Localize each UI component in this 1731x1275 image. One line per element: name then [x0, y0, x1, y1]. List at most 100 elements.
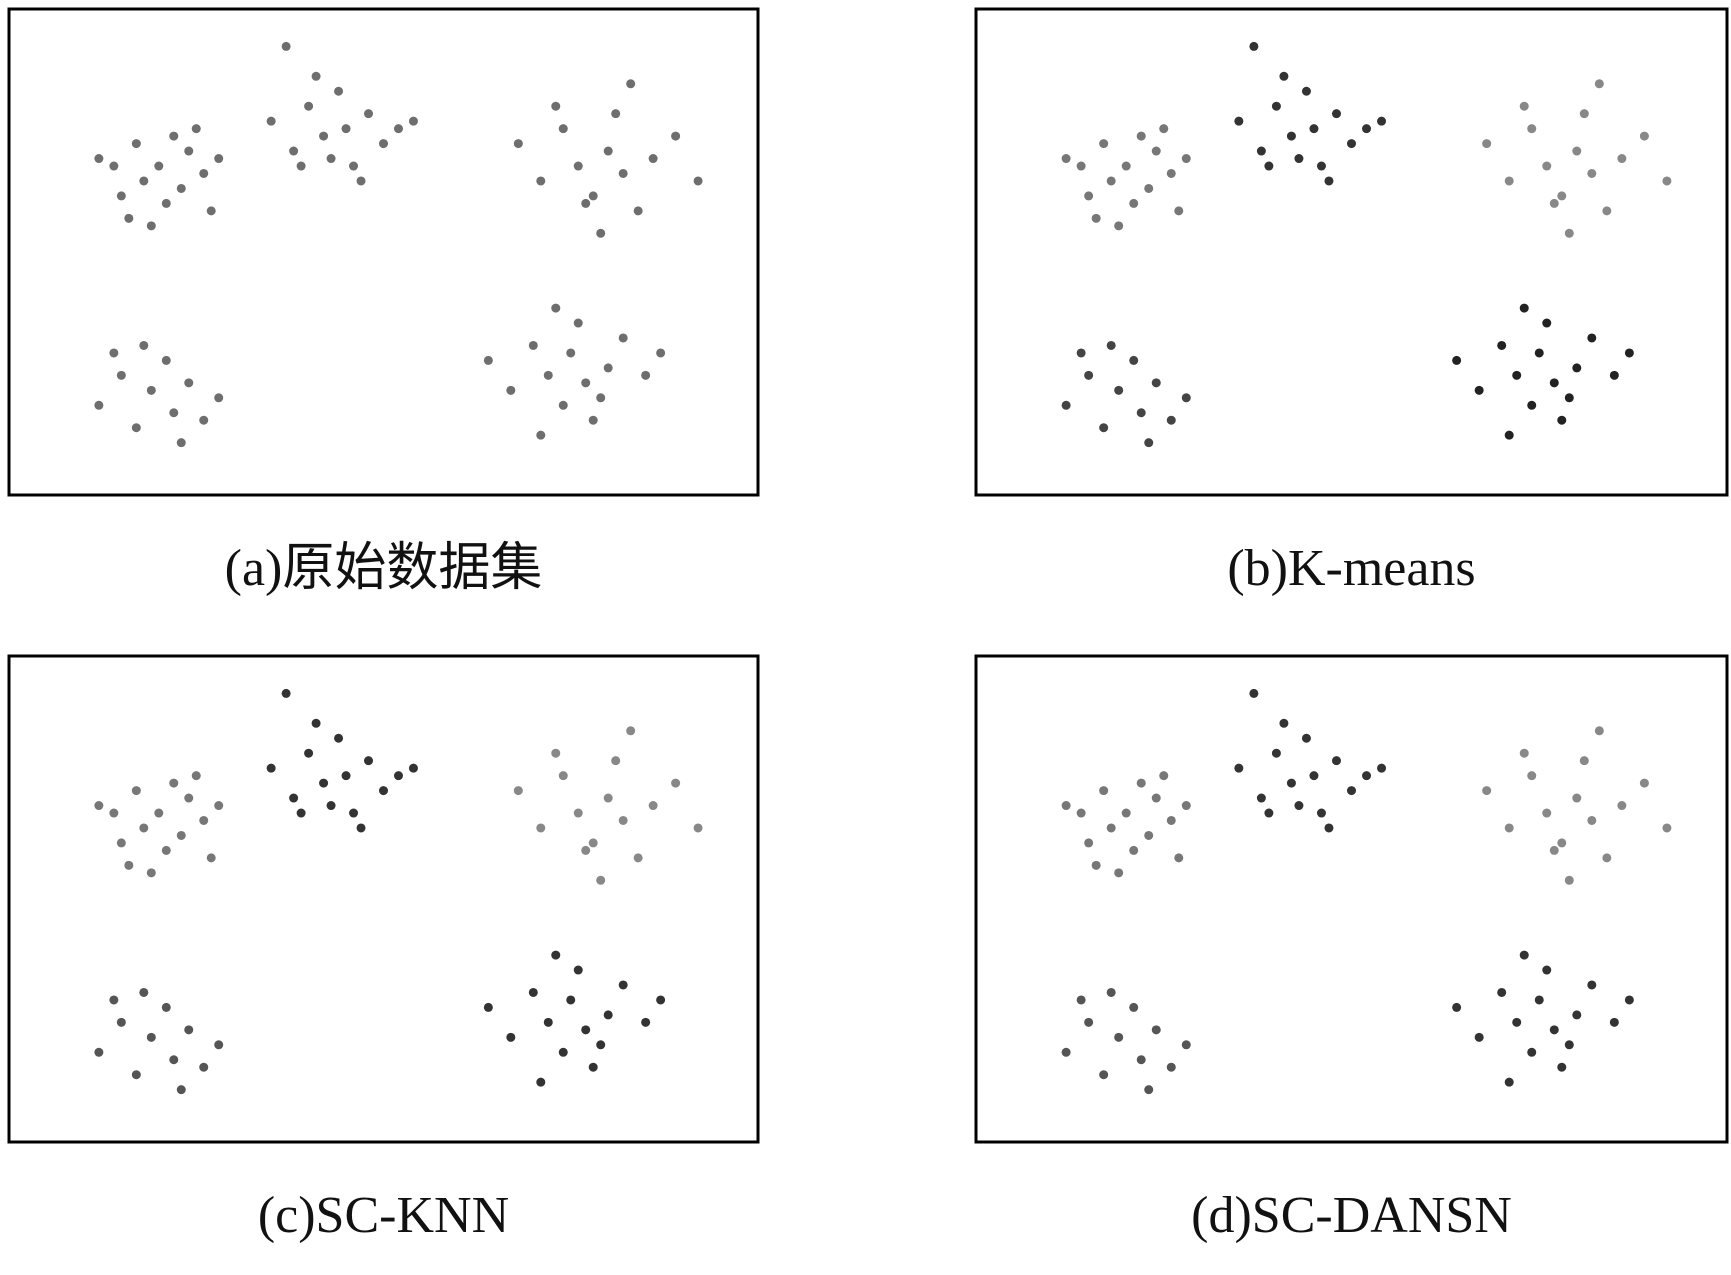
point: [1234, 763, 1244, 773]
point: [551, 950, 561, 960]
point: [1617, 154, 1627, 164]
point: [326, 154, 336, 164]
point: [1609, 1017, 1619, 1027]
point: [319, 131, 329, 141]
point: [1271, 748, 1281, 758]
point: [184, 146, 194, 156]
point: [1061, 801, 1071, 811]
point: [94, 801, 104, 811]
point: [1144, 1085, 1154, 1095]
point: [573, 318, 583, 328]
point: [536, 823, 546, 833]
point: [266, 116, 276, 126]
point: [1316, 808, 1326, 818]
point: [551, 303, 561, 313]
point: [1377, 763, 1387, 773]
point: [1557, 1062, 1567, 1072]
point: [1557, 415, 1567, 425]
point: [1076, 161, 1086, 171]
point: [116, 1017, 126, 1027]
point: [1084, 191, 1094, 201]
point: [1166, 815, 1176, 825]
point: [1549, 845, 1559, 855]
point: [408, 763, 418, 773]
point: [1587, 333, 1597, 343]
point: [176, 438, 186, 448]
point: [169, 408, 179, 418]
point: [1181, 154, 1191, 164]
point: [573, 808, 583, 818]
point: [109, 995, 119, 1005]
point: [1181, 1040, 1191, 1050]
point: [1602, 853, 1612, 863]
point: [618, 168, 628, 178]
caption: (a)原始数据集: [225, 540, 543, 597]
point: [1106, 987, 1116, 997]
point: [1519, 748, 1529, 758]
point: [214, 154, 224, 164]
point: [596, 393, 606, 403]
point: [1264, 808, 1274, 818]
point: [94, 154, 104, 164]
point: [131, 139, 141, 149]
point: [1061, 1047, 1071, 1057]
point: [1542, 161, 1552, 171]
point: [1294, 801, 1304, 811]
point: [1099, 1070, 1109, 1080]
point: [633, 853, 643, 863]
point: [199, 168, 209, 178]
point: [146, 1032, 156, 1042]
point: [311, 71, 321, 81]
point: [1099, 139, 1109, 149]
point: [176, 830, 186, 840]
point: [1279, 718, 1289, 728]
point: [1324, 176, 1334, 186]
point: [603, 363, 613, 373]
point: [169, 1055, 179, 1065]
point: [1497, 340, 1507, 350]
point: [581, 845, 591, 855]
point: [513, 786, 523, 796]
point: [1091, 860, 1101, 870]
point: [1301, 733, 1311, 743]
point: [1497, 987, 1507, 997]
point: [1136, 1055, 1146, 1065]
point: [1129, 355, 1139, 365]
point: [109, 808, 119, 818]
point: [566, 348, 576, 358]
point: [199, 815, 209, 825]
point: [633, 206, 643, 216]
point: [1136, 408, 1146, 418]
point: [109, 348, 119, 358]
point: [1519, 303, 1529, 313]
point: [588, 838, 598, 848]
point: [1549, 378, 1559, 388]
point: [603, 1010, 613, 1020]
point: [319, 778, 329, 788]
point: [641, 1017, 651, 1027]
point: [1099, 786, 1109, 796]
point: [506, 385, 516, 395]
point: [483, 355, 493, 365]
point: [1159, 124, 1169, 134]
point: [1542, 965, 1552, 975]
point: [1347, 139, 1356, 149]
point: [1452, 355, 1462, 365]
point: [648, 801, 658, 811]
point: [1549, 1025, 1559, 1035]
point: [648, 154, 658, 164]
point: [1572, 146, 1582, 156]
point: [266, 763, 276, 773]
point: [393, 124, 403, 134]
point: [1377, 116, 1387, 126]
point: [1106, 176, 1116, 186]
point: [1527, 1047, 1537, 1057]
point: [671, 131, 681, 141]
point: [1542, 318, 1552, 328]
point: [558, 1047, 568, 1057]
point: [1114, 221, 1124, 231]
point: [214, 1040, 224, 1050]
point: [1564, 875, 1574, 885]
point: [1099, 423, 1109, 433]
point: [1534, 348, 1544, 358]
